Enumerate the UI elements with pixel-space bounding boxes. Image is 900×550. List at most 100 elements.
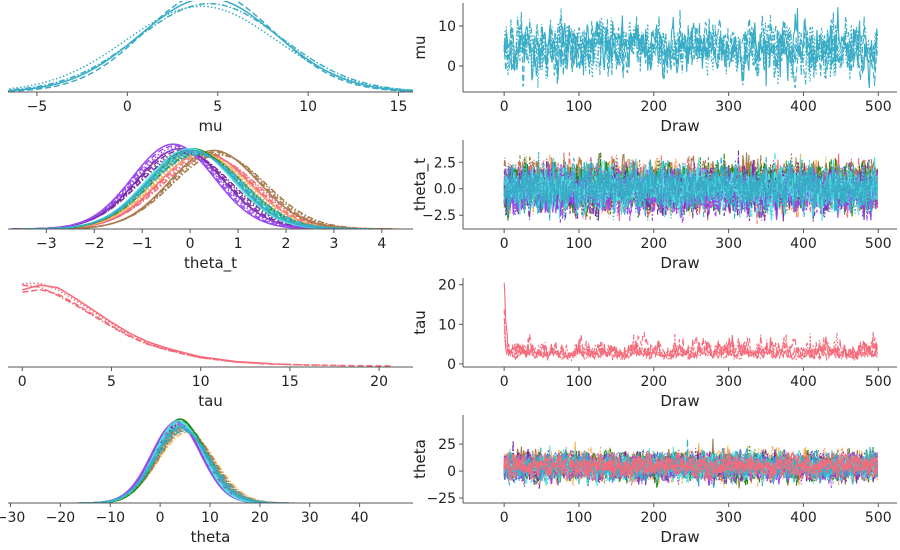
kde-line [85, 424, 280, 503]
x-tick-label: 400 [790, 99, 817, 115]
y-tick-label: 0.0 [434, 182, 456, 198]
kde-line [25, 152, 376, 229]
x-tick-label: −3 [36, 236, 57, 252]
trace-line [503, 453, 879, 486]
x-tick-label: 5 [213, 99, 222, 115]
x-tick-label: 300 [715, 510, 742, 526]
x-axis-label: theta [191, 528, 231, 546]
kde-line [8, 1, 413, 92]
kde-line [83, 424, 279, 503]
x-tick-label: 0 [500, 374, 509, 390]
kde-line [84, 424, 280, 503]
kde-line [22, 284, 273, 365]
kde-line [19, 154, 376, 229]
x-tick-label: 500 [865, 236, 892, 252]
kde-panel-mu: −5 0 5 10 15 mu [8, 1, 413, 135]
kde-line [16, 145, 334, 229]
plot-area [503, 282, 879, 362]
x-tick-label: 4 [377, 236, 386, 252]
plot-area [503, 7, 879, 89]
kde-line [13, 148, 344, 229]
x-tick-label: 3 [329, 236, 338, 252]
trace-line [503, 282, 878, 361]
x-tick-label: 0 [500, 99, 509, 115]
kde-line [82, 427, 286, 503]
x-tick-label: 100 [566, 99, 593, 115]
kde-line [80, 427, 283, 503]
x-axis-label: Draw [660, 528, 699, 546]
kde-line [27, 147, 357, 229]
y-axis-label: theta_t [411, 158, 430, 211]
kde-line [41, 154, 398, 229]
x-tick-label: 400 [790, 510, 817, 526]
x-tick-label: 0 [186, 236, 195, 252]
x-tick-label: 0 [123, 99, 132, 115]
kde-line [22, 151, 365, 229]
x-tick-label: 15 [390, 99, 408, 115]
kde-panel-tau: 0 5 10 15 20 tau [8, 282, 413, 410]
y-tick-label: 25 [438, 437, 456, 453]
x-tick-label: 500 [865, 99, 892, 115]
x-tick-label: 300 [715, 374, 742, 390]
y-tick-label: 0 [447, 357, 456, 373]
x-tick-label: 200 [640, 510, 667, 526]
y-tick-label: 0 [447, 464, 456, 480]
kde-line [8, 1, 413, 92]
trace-line [503, 157, 879, 219]
y-tick-label: 10 [438, 317, 456, 333]
kde-line [24, 154, 381, 229]
x-tick-label: 400 [790, 374, 817, 390]
kde-line [83, 426, 283, 503]
x-tick-label: 100 [566, 374, 593, 390]
kde-line [84, 421, 273, 503]
trace-line [503, 318, 878, 362]
kde-line [82, 429, 290, 503]
x-axis-label: theta_t [184, 254, 237, 273]
x-tick-label: −20 [46, 510, 76, 526]
x-axis-label: Draw [660, 117, 699, 135]
plot-area [503, 438, 879, 489]
y-tick-label: −2.5 [422, 208, 456, 224]
x-tick-label: 500 [865, 510, 892, 526]
x-tick-label: 500 [865, 374, 892, 390]
plot-area [503, 150, 879, 224]
x-tick-label: 10 [299, 99, 317, 115]
kde-line [22, 151, 366, 229]
kde-line [78, 430, 290, 503]
y-tick-label: 10 [438, 19, 456, 35]
kde-line [79, 429, 286, 503]
kde-line [21, 152, 371, 229]
x-tick-label: 0 [18, 374, 27, 390]
kde-line [81, 426, 280, 503]
x-tick-label: 15 [281, 374, 299, 390]
x-tick-label: −5 [27, 99, 48, 115]
y-tick-label: 20 [438, 278, 456, 294]
kde-line [80, 424, 276, 503]
kde-line [26, 149, 362, 229]
kde-line [87, 423, 279, 503]
x-tick-label: 0 [156, 510, 165, 526]
kde-line [81, 428, 288, 503]
x-axis-label: tau [198, 392, 223, 410]
kde-line [23, 152, 373, 229]
trace-panel-tau: 0 100 200 300 400 500 0 10 20 tau Draw [411, 278, 897, 410]
y-tick-label: −25 [426, 491, 456, 507]
x-axis-label: Draw [660, 254, 699, 272]
x-axis-label: mu [198, 117, 222, 135]
x-tick-label: −1 [132, 236, 153, 252]
x-axis-label: Draw [660, 392, 699, 410]
plot-area [78, 418, 295, 503]
plot-area [22, 282, 394, 367]
x-tick-label: 200 [640, 236, 667, 252]
x-tick-label: 40 [351, 510, 369, 526]
kde-line [80, 430, 291, 503]
kde-line [84, 424, 280, 503]
trace-line [503, 8, 879, 89]
x-tick-label: −2 [84, 236, 105, 252]
x-tick-label: 0 [500, 236, 509, 252]
trace-panel-mu: 0 100 200 300 400 500 0 10 mu Draw [411, 3, 897, 135]
x-tick-label: 1 [234, 236, 243, 252]
x-tick-label: 400 [790, 236, 817, 252]
x-tick-label: 10 [201, 510, 219, 526]
